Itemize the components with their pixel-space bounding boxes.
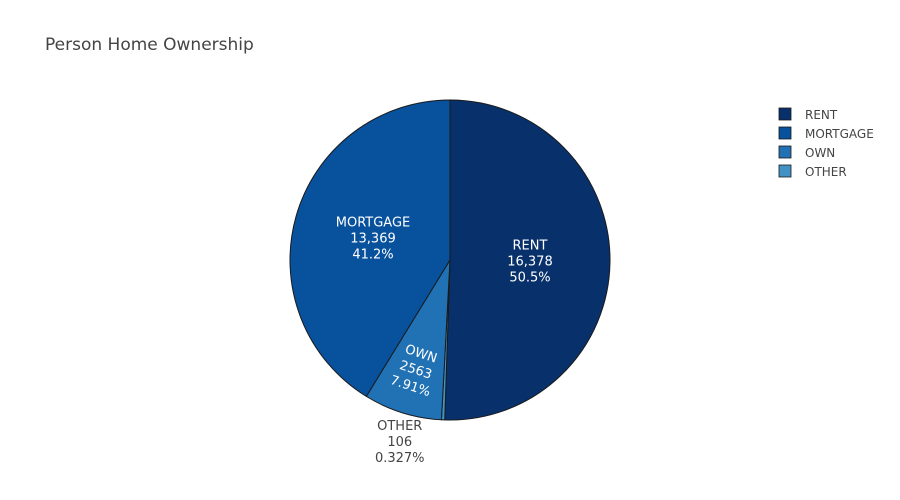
slice-percent: 0.327% xyxy=(375,451,425,466)
slice-value: 13,369 xyxy=(350,231,396,246)
slice-percent: 41.2% xyxy=(352,247,393,262)
pie-slice-rent[interactable] xyxy=(444,99,611,421)
slice-label-mortgage: MORTGAGE 13,369 41.2% xyxy=(336,215,411,262)
legend-swatch-own[interactable] xyxy=(778,145,792,159)
legend-label-mortgage[interactable]: MORTGAGE xyxy=(805,127,874,141)
legend-label-rent[interactable]: RENT xyxy=(805,108,838,122)
chart-title: Person Home Ownership xyxy=(45,35,254,55)
legend-label-own[interactable]: OWN xyxy=(805,146,835,160)
legend: RENT MORTGAGE OWN OTHER xyxy=(778,107,874,179)
slice-label-other: OTHER 106 0.327% xyxy=(375,419,425,466)
slice-label-rent: RENT 16,378 50.5% xyxy=(507,238,553,285)
legend-label-other[interactable]: OTHER xyxy=(805,165,847,179)
pie-slice-mortgage[interactable] xyxy=(289,99,451,398)
slice-category: OTHER xyxy=(377,419,422,434)
legend-swatch-mortgage[interactable] xyxy=(778,126,792,140)
slice-value: 16,378 xyxy=(507,254,553,269)
slice-category: MORTGAGE xyxy=(336,215,411,230)
slice-category: RENT xyxy=(513,238,548,253)
pie-slices xyxy=(289,99,611,421)
legend-swatch-rent[interactable] xyxy=(778,107,792,121)
slice-value: 106 xyxy=(387,435,412,450)
legend-swatch-other[interactable] xyxy=(778,164,792,178)
slice-percent: 50.5% xyxy=(509,270,550,285)
